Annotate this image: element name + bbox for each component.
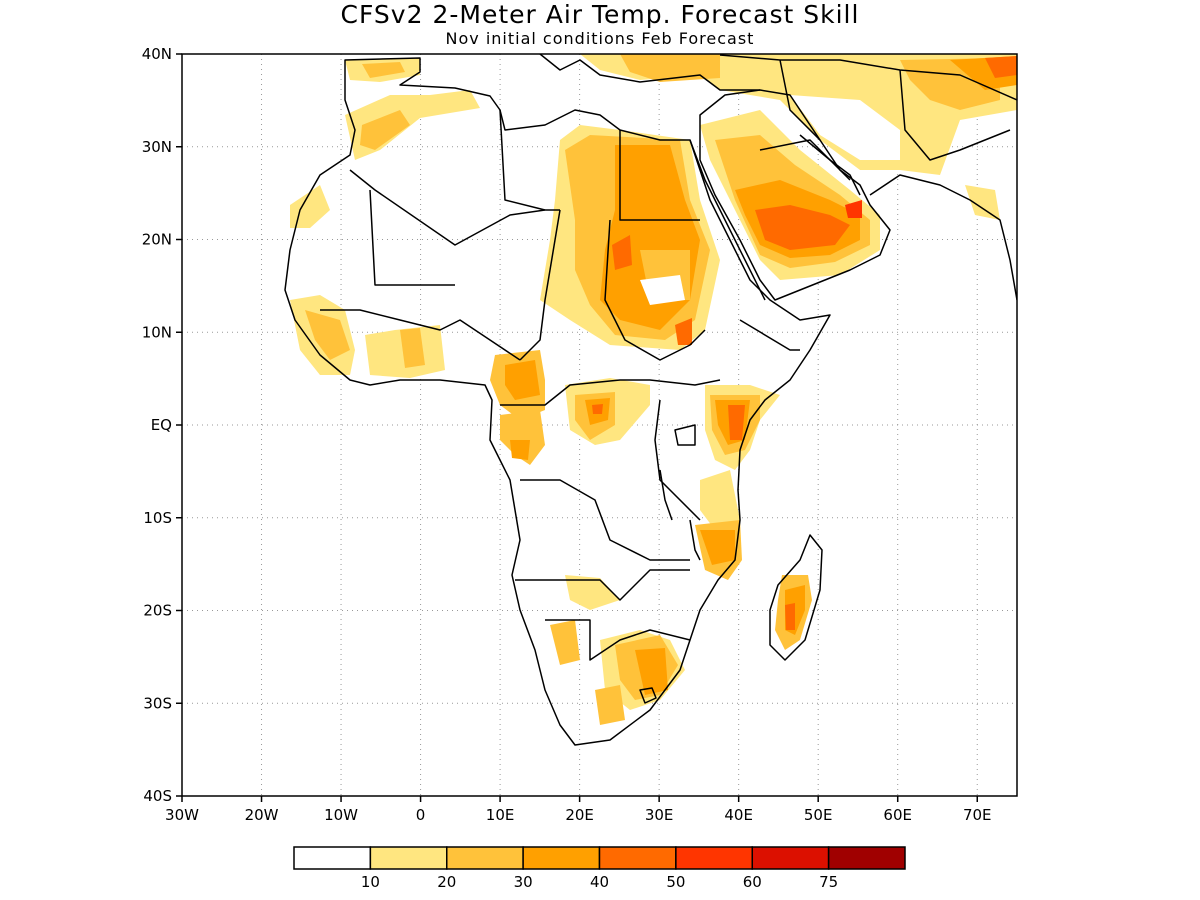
- lon-tick-label: 0: [416, 806, 426, 824]
- colorbar-label: 20: [437, 873, 456, 891]
- shade-region: [728, 405, 745, 440]
- border: [604, 219, 706, 361]
- shade-region: [640, 275, 685, 305]
- lat-tick-label: 40N: [142, 45, 172, 63]
- shade-region: [790, 95, 900, 160]
- shade-region: [505, 360, 540, 400]
- lat-tick-label: 30N: [142, 138, 172, 156]
- colorbar-swatch: [446, 846, 524, 870]
- colorbar-swatch: [293, 846, 372, 870]
- colorbar-swatch: [675, 846, 753, 870]
- border: [349, 169, 560, 246]
- skill-shading: [290, 54, 1017, 725]
- border: [739, 319, 800, 351]
- shade-region: [565, 575, 620, 610]
- colorbar-swatch: [598, 846, 677, 870]
- shade-region: [965, 185, 1000, 220]
- shade-region: [985, 56, 1017, 78]
- lon-tick-label: 10W: [324, 806, 358, 824]
- colorbar-label: 50: [666, 873, 685, 891]
- border: [759, 139, 851, 181]
- lon-tick-label: 70E: [963, 806, 992, 824]
- border: [519, 209, 561, 361]
- lat-tick-label: 30S: [143, 694, 172, 712]
- lake-tanganyika: [659, 469, 673, 521]
- shade-region: [700, 470, 740, 530]
- map-subtitle: Nov initial conditions Feb Forecast: [445, 29, 755, 48]
- lon-tick-label: 40E: [724, 806, 753, 824]
- lon-tick-label: 50E: [804, 806, 833, 824]
- lon-tick-label: 30E: [645, 806, 674, 824]
- shade-region: [635, 648, 668, 695]
- colorbar-label: 30: [514, 873, 533, 891]
- shade-region: [580, 54, 1017, 175]
- border: [545, 619, 691, 661]
- colorbar-label: 75: [819, 873, 838, 891]
- lon-tick-label: 20W: [245, 806, 279, 824]
- border: [779, 59, 821, 141]
- lat-tick-label: 10N: [142, 323, 172, 341]
- border: [719, 54, 1017, 101]
- lat-tick-label: EQ: [151, 416, 172, 434]
- mediterranean-north-coast: [539, 54, 760, 91]
- shade-region: [510, 440, 530, 460]
- lat-tick-label: 40S: [143, 787, 172, 805]
- arabia-coastline: [699, 89, 891, 301]
- colorbar: 10 20 30 40 50 60 75: [293, 846, 906, 891]
- lon-tick-label: 10E: [486, 806, 515, 824]
- shade-region: [305, 310, 350, 360]
- lon-tick-label: 60E: [883, 806, 912, 824]
- shade-region: [290, 185, 330, 228]
- lake-victoria: [674, 424, 696, 446]
- border: [369, 189, 455, 286]
- shade-region: [360, 110, 410, 150]
- shade-region: [362, 62, 405, 78]
- persian-gulf-coast: [799, 134, 861, 196]
- madagascar-coastline: [769, 534, 823, 661]
- border: [520, 479, 690, 561]
- border: [654, 399, 701, 521]
- colorbar-label: 40: [590, 873, 609, 891]
- border: [899, 69, 1011, 161]
- colorbar-swatch: [751, 846, 830, 870]
- lat-tick-label: 10S: [143, 509, 172, 527]
- shade-region: [845, 200, 862, 218]
- africa-coastline: [284, 57, 831, 746]
- red-sea-coast: [689, 139, 766, 301]
- asia-coastline: [869, 174, 1017, 301]
- lat-tick-label: 20S: [143, 602, 172, 620]
- shade-region: [675, 318, 692, 345]
- lesotho-border: [639, 687, 657, 704]
- lon-tick-label: 20E: [565, 806, 594, 824]
- map-title: CFSv2 2-Meter Air Temp. Forecast Skill: [340, 0, 860, 29]
- colorbar-label: 10: [361, 873, 380, 891]
- border: [619, 130, 700, 221]
- lake-malawi: [689, 519, 701, 561]
- lon-tick-label: 30W: [165, 806, 199, 824]
- shade-region: [550, 620, 580, 665]
- colorbar-swatch: [522, 846, 601, 870]
- lat-tick-label: 20N: [142, 231, 172, 249]
- shade-region: [592, 404, 603, 414]
- colorbar-swatch: [827, 846, 906, 870]
- shade-region: [612, 235, 632, 270]
- border: [320, 309, 521, 361]
- colorbar-swatch: [369, 846, 448, 870]
- shade-region: [595, 685, 625, 725]
- shade-region: [700, 530, 735, 565]
- colorbar-label: 60: [743, 873, 762, 891]
- shade-region: [755, 205, 850, 250]
- coastlines: [284, 54, 1017, 746]
- shade-region: [400, 328, 425, 368]
- border: [515, 569, 690, 601]
- shade-region: [785, 603, 795, 630]
- border: [500, 379, 721, 406]
- border: [499, 109, 546, 211]
